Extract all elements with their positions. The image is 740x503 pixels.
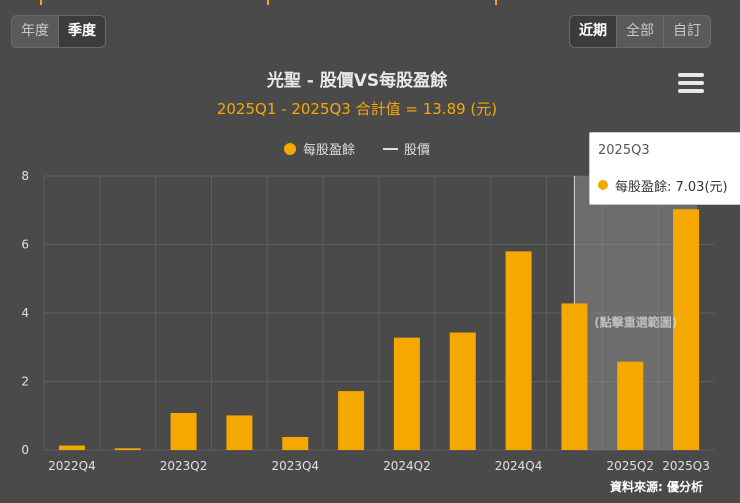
y-tick-label: 8 [21,169,29,183]
eps-bar-2024Q4[interactable] [505,251,532,450]
legend-eps-label[interactable]: 每股盈餘 [303,142,355,158]
custom-button[interactable]: 自訂 [673,23,701,39]
x-tick-label: 2022Q4 [48,459,96,473]
y-tick-label: 2 [21,375,29,389]
eps-bar-2025Q3[interactable] [673,209,700,450]
range-toggle: 近期 全部 自訂 [569,15,711,48]
tooltip-value: 每股盈餘: 7.03(元) [615,180,728,195]
annual-button[interactable]: 年度 [12,16,59,47]
data-source: 資料來源: 優分析 [610,480,703,494]
y-tick-label: 4 [21,306,29,320]
eps-bar-2023Q3[interactable] [226,415,253,450]
all-button[interactable]: 全部 [617,16,664,47]
eps-bar-2025Q2[interactable] [617,361,644,450]
eps-bar-2022Q4[interactable] [58,445,85,450]
tooltip-title: 2025Q3 [598,143,650,158]
eps-bar-2023Q2[interactable] [170,413,197,450]
x-tick-label: 2025Q3 [662,459,710,473]
period-toggle: 年度 季度 [11,15,106,48]
x-tick-label: 2023Q2 [160,459,208,473]
tooltip: 2025Q3 每股盈餘: 7.03(元) [589,132,740,205]
tooltip-eps-marker [598,180,608,190]
eps-bar-2023Q4[interactable] [282,436,309,450]
eps-bar-2024Q1[interactable] [338,391,365,450]
x-tick-label: 2023Q4 [271,459,319,473]
y-tick-label: 0 [21,443,29,457]
recent-button[interactable]: 近期 [570,16,617,47]
y-tick-label: 6 [21,238,29,252]
chart-subtitle: 2025Q1 - 2025Q3 合計值 = 13.89 (元) [216,100,498,118]
x-tick-label: 2025Q2 [606,459,654,473]
legend: 每股盈餘 股價 [284,142,430,158]
selection-hint[interactable]: (點擊重選範圍) [594,315,677,330]
legend-eps-marker[interactable] [284,143,296,155]
eps-bar-2024Q3[interactable] [449,332,476,450]
x-tick-label: 2024Q4 [495,459,543,473]
chart-title: 光聖 - 股價VS每股盈餘 [266,71,448,91]
x-tick-label: 2024Q2 [383,459,431,473]
eps-bar-2023Q1[interactable] [114,448,141,450]
eps-bar-2025Q1[interactable] [561,303,588,450]
hamburger-menu-icon[interactable] [677,70,705,96]
eps-bar-2024Q2[interactable] [393,337,420,450]
quarterly-button[interactable]: 季度 [59,16,105,47]
legend-price-label[interactable]: 股價 [404,143,430,158]
